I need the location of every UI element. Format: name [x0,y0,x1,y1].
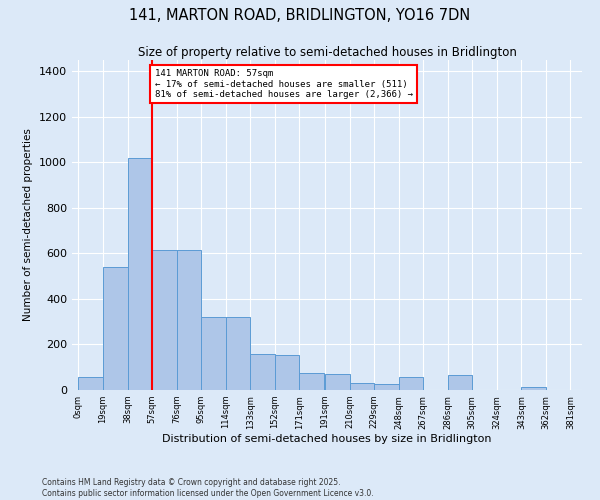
Title: Size of property relative to semi-detached houses in Bridlington: Size of property relative to semi-detach… [137,46,517,59]
Bar [448,375,472,390]
Text: 141, MARTON ROAD, BRIDLINGTON, YO16 7DN: 141, MARTON ROAD, BRIDLINGTON, YO16 7DN [130,8,470,22]
Bar [398,378,423,390]
Bar [128,158,152,390]
Y-axis label: Number of semi-detached properties: Number of semi-detached properties [23,128,34,322]
Bar [325,374,350,390]
X-axis label: Distribution of semi-detached houses by size in Bridlington: Distribution of semi-detached houses by … [162,434,492,444]
Bar [79,378,103,390]
Bar [521,386,546,390]
Bar [350,383,374,390]
Bar [275,354,299,390]
Bar [299,373,324,390]
Bar [103,267,128,390]
Text: Contains HM Land Registry data © Crown copyright and database right 2025.
Contai: Contains HM Land Registry data © Crown c… [42,478,374,498]
Bar [152,250,176,390]
Text: 141 MARTON ROAD: 57sqm
← 17% of semi-detached houses are smaller (511)
81% of se: 141 MARTON ROAD: 57sqm ← 17% of semi-det… [155,69,413,99]
Bar [201,317,226,390]
Bar [226,317,250,390]
Bar [250,354,275,390]
Bar [176,250,201,390]
Bar [374,384,398,390]
